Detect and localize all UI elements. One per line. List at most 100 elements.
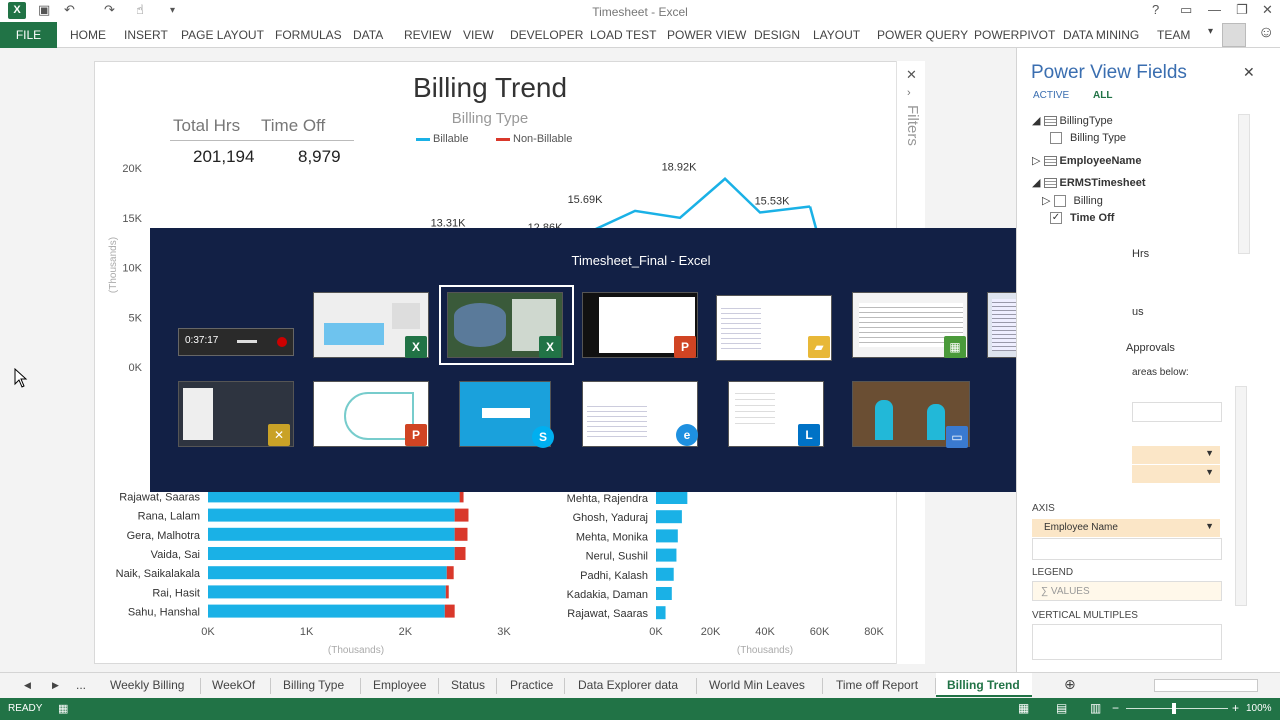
field-billing-type-label: Billing Type [1070,132,1127,144]
legend-drop-area[interactable]: ∑ VALUES [1032,581,1222,601]
smiley-icon[interactable]: ☺ [1258,24,1275,41]
report-title: Billing Trend [412,72,568,103]
normal-view-icon[interactable]: ▦ [1018,701,1030,715]
avatar[interactable] [1222,23,1246,47]
pv-areas-scrollbar[interactable] [1235,386,1247,606]
filters-close-icon[interactable]: ✕ [906,67,917,82]
legend-swatch-non-billable [496,137,510,141]
save-icon[interactable]: ▣ [38,2,51,17]
line-y-tick-label: 0K [129,362,143,374]
kpi-label-time-off: Time Off [261,116,326,135]
pv-close-icon[interactable]: ✕ [1243,64,1255,80]
customize-qat-icon[interactable]: ▾ [170,5,176,16]
tab-power-query[interactable]: POWER QUERY [877,28,969,42]
touch-mode-icon[interactable]: ☝ [136,2,144,17]
tab-home[interactable]: HOME [70,28,106,42]
vertical-multiples-drop-area[interactable] [1032,624,1222,660]
tab-power-view[interactable]: POWER VIEW [667,28,747,42]
help-icon[interactable]: ? [1152,2,1160,17]
account-dropdown-icon[interactable]: ▾ [1208,26,1214,37]
checkbox-billing-type[interactable] [1050,132,1062,145]
zoom-in-icon[interactable]: + [1232,701,1240,715]
sheet-next-icon[interactable]: ▶ [52,680,59,690]
macro-record-icon[interactable]: ▦ [58,703,69,715]
tab-team[interactable]: TEAM [1157,28,1191,42]
legend-non-billable[interactable]: Non-Billable [496,133,572,145]
sheet-tab-practice[interactable]: Practice [510,678,554,692]
sheet-tab-employee[interactable]: Employee [373,678,427,692]
sheet-sep [935,678,936,694]
bar-billable [656,567,674,581]
zoom-level[interactable]: 100% [1246,703,1272,714]
tab-design[interactable]: DESIGN [754,28,801,42]
undo-icon[interactable]: ↶ [64,2,75,17]
tab-data[interactable]: DATA [353,28,384,42]
window-title: Timesheet - Excel [592,5,688,19]
zoom-slider-thumb[interactable] [1172,703,1176,714]
checkbox-billing[interactable] [1053,195,1066,208]
tab-load-test[interactable]: LOAD TEST [590,28,657,42]
sheet-tab-billing-type[interactable]: Billing Type [283,678,345,692]
sheet-tab-world-min-leaves[interactable]: World Min Leaves [709,678,805,692]
field-time-off[interactable]: ✓ Time Off [1050,212,1114,225]
filters-label[interactable]: Filters [904,105,921,146]
pv-values-dropdown-2[interactable]: ▼ [1132,465,1220,483]
bar-billable [656,510,682,524]
restore-icon[interactable]: ❐ [1236,2,1248,17]
filters-expand-icon[interactable]: › [907,87,911,99]
switcher-title: Timesheet_Final - Excel [571,253,711,268]
add-sheet-icon[interactable]: ⊕ [1064,676,1076,692]
redo-icon[interactable]: ↷ [104,2,115,17]
page-break-view-icon[interactable]: ▥ [1090,701,1102,715]
horizontal-scrollbar[interactable] [1154,679,1258,692]
pv-tab-all[interactable]: ALL [1093,90,1113,101]
pv-filters-box[interactable] [1132,402,1222,422]
tab-developer[interactable]: DEVELOPER [510,28,584,42]
thumb-lync-list [735,388,775,428]
field-billing[interactable]: ▷ Billing [1042,195,1103,208]
bar-billable [208,508,455,522]
tab-data-mining[interactable]: DATA MINING [1063,28,1140,42]
pv-tab-active[interactable]: ACTIVE [1033,90,1070,101]
tree-employeename[interactable]: ▷ EmployeeName [1032,155,1142,167]
page-layout-view-icon[interactable]: ▤ [1056,701,1068,715]
bar-billable [208,566,447,580]
sheet-tab-billing-trend[interactable]: Billing Trend [947,678,1020,692]
tab-formulas[interactable]: FORMULAS [275,28,342,42]
checkbox-time-off[interactable]: ✓ [1050,212,1062,225]
skype-app-icon: S [532,426,554,448]
sheet-tab-weekly-billing[interactable]: Weekly Billing [110,678,185,692]
thumb-recorder[interactable]: 0:37:17 [178,328,294,356]
sheet-tab-status[interactable]: Status [451,678,486,692]
kpi-label-total-hrs: Total Hrs [173,116,241,135]
switcher-selection [439,285,574,365]
tab-review[interactable]: REVIEW [404,28,452,42]
sheet-more[interactable]: ... [76,678,87,692]
axis-dropdown[interactable]: Employee Name ▼ [1032,519,1220,537]
tree-billingtype[interactable]: ◢ BillingType [1032,115,1113,127]
axis-drop-area[interactable] [1032,538,1222,560]
excel-app-icon: X [405,336,427,358]
tab-powerpivot[interactable]: POWERPIVOT [974,28,1056,42]
tab-layout[interactable]: LAYOUT [813,28,861,42]
zoom-slider[interactable] [1126,708,1228,709]
close-icon[interactable]: ✕ [1262,2,1273,17]
pv-values-dropdown-1[interactable]: ▼ [1132,446,1220,464]
zoom-out-icon[interactable]: − [1112,701,1120,715]
tab-page-layout[interactable]: PAGE LAYOUT [181,28,264,42]
tab-insert[interactable]: INSERT [124,28,168,42]
minimize-icon[interactable]: — [1208,2,1221,17]
file-tab[interactable]: FILE [0,22,57,48]
sheet-prev-icon[interactable]: ◀ [24,680,31,690]
pv-fields-scrollbar[interactable] [1238,114,1250,254]
tree-ermstimesheet[interactable]: ◢ ERMSTimesheet [1032,177,1146,189]
axis-label: AXIS [1032,503,1055,514]
field-billing-type[interactable]: Billing Type [1050,132,1127,145]
sheet-tab-weekof[interactable]: WeekOf [212,678,256,692]
legend-billable[interactable]: Billable [416,133,468,145]
line-y-tick-label: 15K [122,213,142,225]
tab-view[interactable]: VIEW [463,28,494,42]
ribbon-display-icon[interactable]: ▭ [1180,2,1193,17]
sheet-tab-time-off-report[interactable]: Time off Report [836,678,919,692]
sheet-tab-data-explorer[interactable]: Data Explorer data [578,678,679,692]
